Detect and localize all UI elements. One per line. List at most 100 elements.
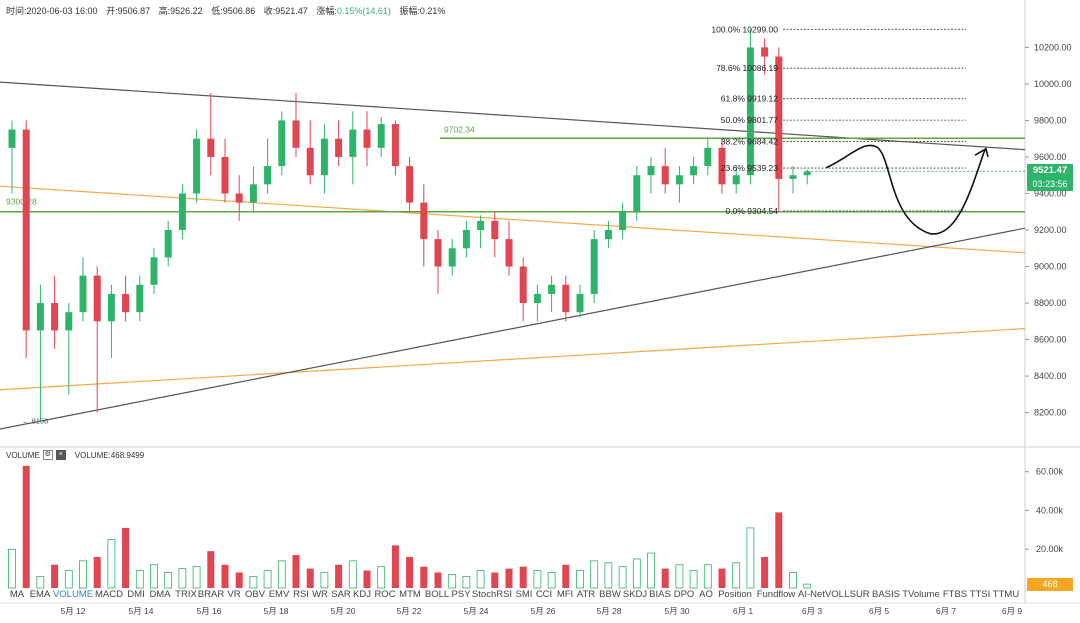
tab-dpo[interactable]: DPO <box>673 589 695 600</box>
candle-body <box>704 147 712 167</box>
candle-body <box>519 266 527 304</box>
tab-macd[interactable]: MACD <box>95 589 123 600</box>
tab-position[interactable]: Position <box>718 589 752 600</box>
candle-body <box>122 293 130 313</box>
tab-dmi[interactable]: DMI <box>127 589 145 600</box>
projection-curve <box>825 144 986 235</box>
header-change-value: 0.15%(14.61) <box>336 6 391 16</box>
volume-bar <box>207 551 215 588</box>
candle-body <box>562 284 570 313</box>
tab-fundflow[interactable]: Fundflow <box>756 589 796 600</box>
volume-bar <box>462 575 471 589</box>
tab-mtm[interactable]: MTM <box>399 589 421 600</box>
axes-layer: 10200.00 10000.00 9800.00 9600.00 9400.00 920… <box>1025 42 1072 554</box>
tab-ma[interactable]: MA <box>9 589 25 600</box>
volume-badge: 468 <box>1027 578 1073 591</box>
volume-bar <box>689 570 698 589</box>
time-axis-label: 5月 30 <box>664 606 690 616</box>
tab-kdj[interactable]: KDJ <box>353 589 371 600</box>
candle-body <box>65 312 73 331</box>
header-close: 收:9521.47 <box>263 6 308 16</box>
dark-trendline-upper <box>0 81 1026 151</box>
tab-ai-netvol[interactable]: AI-NetVOL <box>798 589 844 600</box>
tab-ao[interactable]: AO <box>699 589 713 600</box>
price-axis-label: 9600.00 <box>1034 152 1067 162</box>
candle-body <box>264 166 272 185</box>
settings-icon[interactable]: ⚙ <box>42 450 53 460</box>
tab-bias[interactable]: BIAS <box>649 589 671 600</box>
countdown-badge: 03:23:56 <box>1027 178 1073 191</box>
candle-body <box>690 166 698 176</box>
candle-body <box>590 239 598 294</box>
tab-trix[interactable]: TRIX <box>175 589 197 600</box>
tab-emv[interactable]: EMV <box>268 589 290 600</box>
grid-layer <box>0 0 1080 604</box>
candle-body <box>207 138 215 157</box>
tab-rsi[interactable]: RSI <box>293 589 309 600</box>
candle-body <box>391 124 399 167</box>
tab-ftbs[interactable]: FTBS <box>942 589 968 600</box>
volume-bar <box>107 539 116 589</box>
candle-body <box>718 147 726 185</box>
tab-brar[interactable]: BRAR <box>197 589 225 600</box>
volume-axis-label: 20.00k <box>1036 544 1064 554</box>
tab-lsur[interactable]: LSUR <box>844 589 870 600</box>
tab-bbw[interactable]: BBW <box>599 589 621 600</box>
fib-level-label: 23.6% 9539.23 <box>721 163 778 173</box>
candle-body <box>36 303 44 331</box>
last-price-badge: 9521.47 <box>1027 164 1073 178</box>
tab-vr[interactable]: VR <box>227 589 241 600</box>
candle-body <box>377 124 385 148</box>
volume-bar <box>277 560 286 589</box>
volume-bar <box>604 562 613 589</box>
fib-level-label: 78.6% 10086.19 <box>716 63 778 73</box>
fib-layer: 100.0% 10299.00 78.6% 10086.19 61.8% 9919.… <box>711 24 966 216</box>
tab-stochrsi[interactable]: StochRSI <box>471 589 513 600</box>
time-axis: 5月 12 5月 14 5月 16 5月 18 5月 20 5月 22 5月 24 5月 26… <box>0 605 1025 619</box>
tab-sar[interactable]: SAR <box>331 589 351 600</box>
tab-ema[interactable]: EMA <box>29 589 51 600</box>
tab-boll[interactable]: BOLL <box>424 589 450 600</box>
volume-bar <box>135 570 144 589</box>
tab-atr[interactable]: ATR <box>576 589 596 600</box>
tab-tvolume[interactable]: TVolume <box>902 589 940 600</box>
candle-body <box>193 138 201 194</box>
tab-obv[interactable]: OBV <box>244 589 266 600</box>
tab-cci[interactable]: CCI <box>535 589 553 600</box>
volume-bar <box>562 564 570 588</box>
close-icon[interactable]: × <box>55 450 66 460</box>
volume-bar <box>406 556 414 588</box>
volume-axis-label: 60.00k <box>1036 467 1064 477</box>
tab-wr[interactable]: WR <box>312 589 328 600</box>
volume-layer <box>8 465 812 589</box>
tab-skdj[interactable]: SKDJ <box>622 589 648 600</box>
price-axis-label: 8200.00 <box>1034 408 1067 418</box>
tab-basis[interactable]: BASIS <box>872 589 900 600</box>
header-open: 开:9506.87 <box>106 6 151 16</box>
volume-bar <box>335 564 343 588</box>
tab-smi[interactable]: SMI <box>515 589 533 600</box>
tab-ttsi[interactable]: TTSI <box>969 589 991 600</box>
candle-body <box>335 138 343 157</box>
time-axis-label: 5月 18 <box>263 606 289 616</box>
fib-level-label: 50.0% 9801.77 <box>721 115 778 125</box>
tab-ttmu[interactable]: TTMU <box>992 589 1020 600</box>
tab-roc[interactable]: ROC <box>374 589 396 600</box>
tab-dma[interactable]: DMA <box>149 589 171 600</box>
price-axis-label: 9400.00 <box>1034 188 1067 198</box>
volume-bar <box>632 558 641 589</box>
volume-bar <box>150 564 158 589</box>
volume-bar <box>292 555 300 588</box>
tab-mfi[interactable]: MFI <box>556 589 574 600</box>
candle-body <box>107 293 115 322</box>
tab-psy[interactable]: PSY <box>451 589 471 600</box>
volume-bar <box>718 568 726 588</box>
tab-volume[interactable]: VOLUME <box>52 589 94 600</box>
volume-bar <box>775 512 783 588</box>
volume-bar <box>22 465 30 588</box>
volume-header: VOLUME ⚙ × VOLUME:468.9499 <box>6 450 144 460</box>
price-axis-label: 10000.00 <box>1034 79 1072 89</box>
candle-body <box>661 166 669 185</box>
candle-body <box>732 175 740 185</box>
